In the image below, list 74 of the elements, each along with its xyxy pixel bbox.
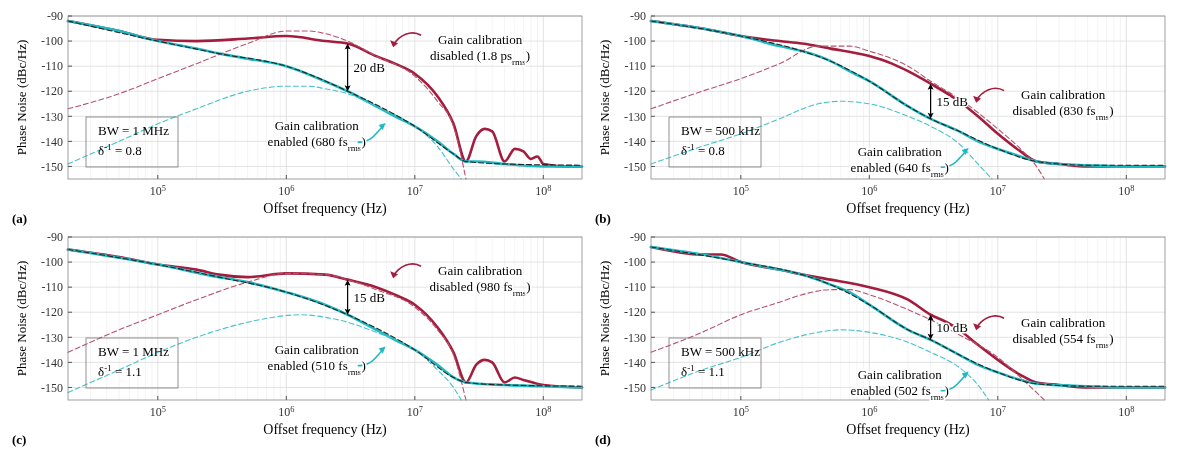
x-tick-label: 10$^{8}$ — [535, 183, 552, 198]
annotation: Gain calibration enabled (510 fs$_{rms}$) — [267, 341, 366, 377]
x-tick-label: 10$^{7}$ — [406, 404, 423, 419]
annotation: BW = 1 MHz — [98, 344, 170, 359]
x-axis-title: Offset frequency (Hz) — [263, 201, 388, 217]
y-tick-label: -90 — [47, 230, 63, 245]
y-tick-label: -140 — [41, 134, 63, 149]
annotation: BW = 500 kHz — [681, 344, 761, 359]
annotation: Gain calibration disabled (830 fs$_{rms}$) — [1012, 87, 1114, 123]
y-tick-label: -150 — [624, 380, 646, 395]
y-tick-label: -90 — [630, 9, 646, 24]
text: (a) — [12, 211, 28, 226]
x-tick-label: 10$^{5}$ — [732, 183, 749, 198]
annotation: 15 dB — [353, 289, 386, 305]
y-tick-label: -130 — [624, 109, 646, 124]
x-tick-label: 10$^{6}$ — [278, 404, 295, 419]
annotation: BW = 500 kHz — [681, 123, 761, 138]
y-tick-label: -90 — [630, 230, 646, 245]
annotation: δ$^{-1}$ = 0.8 — [98, 142, 142, 158]
annotation: 20 dB — [353, 59, 386, 75]
y-tick-label: -130 — [41, 109, 63, 124]
annotation: δ$^{-1}$ = 1.1 — [681, 363, 725, 379]
x-tick-label: 10$^{6}$ — [278, 183, 295, 198]
x-tick-label: 10$^{5}$ — [149, 183, 166, 198]
x-axis-title: Offset frequency (Hz) — [263, 422, 388, 438]
y-tick-label: -150 — [41, 380, 63, 395]
y-tick-label: -110 — [624, 280, 646, 295]
x-tick-label: 10$^{8}$ — [1118, 404, 1135, 419]
text: (c) — [12, 432, 27, 447]
y-tick-label: -150 — [41, 159, 63, 174]
text: (b) — [595, 211, 611, 226]
annotation: Gain calibration enabled (640 fs$_{rms}$) — [850, 143, 949, 179]
text: (d) — [595, 432, 611, 447]
x-axis-title: Offset frequency (Hz) — [846, 422, 971, 438]
x-tick-label: 10$^{8}$ — [535, 404, 552, 419]
y-tick-label: -100 — [624, 255, 646, 270]
y-axis-title: Phase Noise (dBc/Hz) — [14, 260, 29, 377]
y-tick-label: -140 — [41, 355, 63, 370]
y-tick-label: -90 — [47, 9, 63, 24]
annotation: Gain calibration disabled (980 fs$_{rms}$) — [429, 262, 531, 298]
y-tick-label: -110 — [624, 59, 646, 74]
y-tick-label: -140 — [624, 355, 646, 370]
x-tick-label: 10$^{7}$ — [406, 183, 423, 198]
y-tick-label: -110 — [41, 59, 63, 74]
y-axis-title: Phase Noise (dBc/Hz) — [14, 39, 29, 156]
x-axis-title: Offset frequency (Hz) — [846, 201, 971, 217]
y-tick-label: -120 — [624, 305, 646, 320]
annotation: Gain calibration disabled (554 fs$_{rms}$) — [1012, 314, 1114, 350]
annotation: BW = 1 MHz — [98, 123, 170, 138]
y-tick-label: -110 — [41, 280, 63, 295]
x-tick-label: 10$^{6}$ — [861, 404, 878, 419]
y-tick-label: -130 — [41, 330, 63, 345]
x-tick-label: 10$^{7}$ — [989, 183, 1006, 198]
y-tick-label: -130 — [624, 330, 646, 345]
x-tick-label: 10$^{7}$ — [989, 404, 1006, 419]
x-tick-label: 10$^{5}$ — [149, 404, 166, 419]
y-tick-label: -120 — [41, 305, 63, 320]
y-tick-label: -150 — [624, 159, 646, 174]
y-tick-label: -120 — [624, 84, 646, 99]
annotation: δ$^{-1}$ = 1.1 — [98, 363, 142, 379]
y-tick-label: -120 — [41, 84, 63, 99]
y-tick-label: -100 — [41, 255, 63, 270]
annotation: Gain calibration enabled (502 fs$_{rms}$) — [850, 367, 949, 403]
annotation: Gain calibration enabled (680 fs$_{rms}$) — [267, 118, 366, 154]
x-tick-label: 10$^{6}$ — [861, 183, 878, 198]
annotation: δ$^{-1}$ = 0.8 — [681, 142, 725, 158]
x-tick-label: 10$^{5}$ — [732, 404, 749, 419]
y-tick-label: -140 — [624, 134, 646, 149]
annotation: Gain calibration disabled (1.8 ps$_{rms}$) — [430, 31, 531, 67]
y-tick-label: -100 — [624, 34, 646, 49]
y-axis-title: Phase Noise (dBc/Hz) — [597, 39, 612, 156]
x-tick-label: 10$^{8}$ — [1118, 183, 1135, 198]
y-axis-title: Phase Noise (dBc/Hz) — [597, 260, 612, 377]
y-tick-label: -100 — [41, 34, 63, 49]
